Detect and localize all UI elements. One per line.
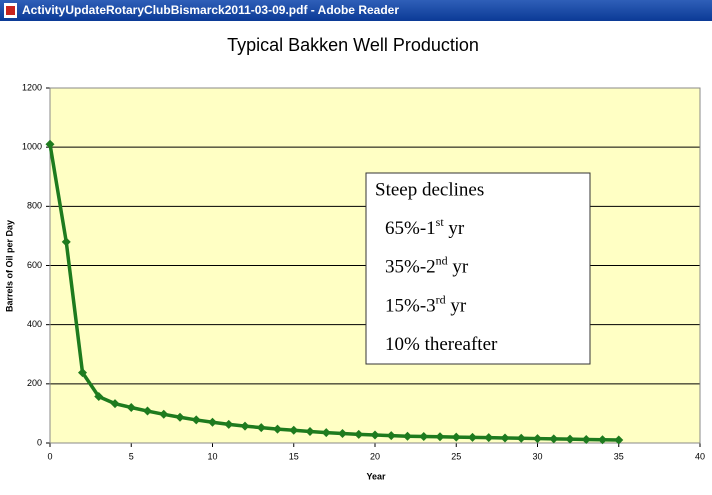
data-point: [321, 428, 331, 438]
data-point: [110, 399, 120, 409]
data-point: [240, 421, 250, 431]
data-point: [94, 392, 104, 402]
x-axis-label: Year: [366, 471, 386, 481]
data-point: [338, 429, 347, 439]
superscript: nd: [436, 253, 448, 267]
data-point: [159, 409, 169, 419]
annotation-line: 10% thereafter: [385, 334, 498, 355]
chart-title: Typical Bakken Well Production: [227, 35, 479, 55]
data-point: [614, 435, 624, 445]
x-tick-label: 10: [207, 451, 217, 461]
x-tick-label: 35: [614, 451, 624, 461]
data-point: [386, 431, 396, 441]
annotation-heading: Steep declines: [375, 179, 484, 200]
annotation-box: [365, 172, 591, 365]
data-point: [451, 432, 461, 442]
data-point: [484, 433, 494, 443]
data-point: [354, 429, 364, 439]
data-point: [273, 424, 282, 434]
data-point: [289, 425, 299, 435]
data-point: [191, 415, 201, 425]
data-point: [468, 432, 477, 442]
data-point: [126, 403, 136, 412]
annotation-line: 15%-3rd yr: [385, 292, 467, 317]
y-axis-label: Barrels of Oil per Day: [4, 220, 14, 312]
data-point: [403, 431, 412, 441]
y-tick-label: 200: [27, 378, 42, 388]
annotation-text: yr: [446, 296, 467, 317]
superscript: rd: [436, 292, 446, 306]
data-point: [175, 412, 185, 422]
window-title: ActivityUpdateRotaryClubBismarck2011-03-…: [22, 3, 399, 17]
data-point: [581, 434, 591, 444]
annotation-text: yr: [448, 257, 469, 278]
title-bar: [0, 0, 712, 21]
annotation-line: 35%-2nd yr: [385, 253, 469, 278]
x-tick-label: 15: [289, 451, 299, 461]
data-point: [549, 434, 559, 444]
x-tick-label: 30: [532, 451, 542, 461]
data-point: [143, 406, 152, 416]
y-tick-label: 800: [27, 201, 42, 211]
y-tick-label: 600: [27, 260, 42, 270]
annotation-line: 65%-1st yr: [385, 215, 465, 240]
superscript: st: [436, 215, 445, 229]
data-point: [598, 435, 607, 445]
data-point: [565, 434, 575, 444]
x-tick-label: 0: [47, 451, 52, 461]
data-point: [208, 417, 217, 427]
annotation-text: 15%-3: [385, 296, 436, 317]
data-point: [435, 432, 445, 442]
x-tick-label: 20: [370, 451, 380, 461]
data-point: [419, 431, 429, 441]
y-tick-label: 1000: [22, 142, 42, 152]
annotation-text: 35%-2: [385, 257, 436, 278]
data-point: [45, 139, 55, 149]
data-point: [78, 368, 87, 378]
plot-border: [49, 87, 701, 444]
y-tick-label: 0: [37, 437, 42, 447]
data-point: [61, 237, 71, 247]
y-tick-label: 1200: [22, 82, 42, 92]
annotation-text: yr: [444, 218, 465, 239]
data-point: [500, 433, 510, 443]
data-point: [224, 419, 234, 429]
data-point: [370, 430, 380, 440]
app-icon-mark: [6, 6, 15, 15]
x-tick-label: 25: [451, 451, 461, 461]
x-tick-label: 5: [129, 451, 134, 461]
annotation-text: 65%-1: [385, 218, 436, 239]
annotation-text: 10% thereafter: [385, 334, 498, 355]
y-tick-label: 400: [27, 319, 42, 329]
data-point: [516, 433, 526, 443]
x-tick-label: 40: [695, 451, 705, 461]
data-point: [256, 423, 266, 433]
data-point: [533, 434, 542, 444]
data-point: [305, 426, 315, 436]
